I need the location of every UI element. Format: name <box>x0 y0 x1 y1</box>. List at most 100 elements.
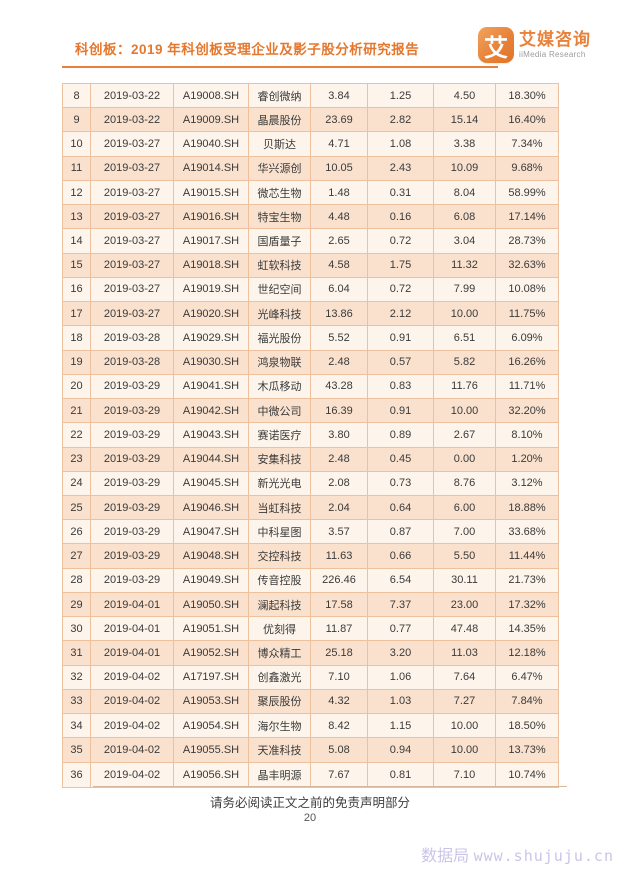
table-cell: A19042.SH <box>174 399 249 424</box>
table-cell: 26 <box>63 520 91 545</box>
table-row: 22 2019-03-29 A19043.SH 赛诺医疗 3.80 0.89 2.67 8.1… <box>63 423 558 448</box>
table-cell: 2.82 <box>368 108 434 133</box>
table-cell: 17.14% <box>496 205 558 230</box>
table-cell: 8.10% <box>496 423 558 448</box>
table-cell: 新光光电 <box>249 471 311 496</box>
table-cell: 睿创微纳 <box>249 84 311 109</box>
table-cell: A19008.SH <box>174 84 249 109</box>
table-cell: 当虹科技 <box>249 495 311 521</box>
table-cell: 2.48 <box>311 350 368 375</box>
table-cell: 11 <box>63 156 91 181</box>
table-cell: 21.73% <box>496 569 558 593</box>
table-cell: 0.89 <box>368 423 434 448</box>
table-cell: 5.52 <box>311 326 368 351</box>
table-cell: 3.38 <box>434 132 496 157</box>
table-row: 29 2019-04-01 A19050.SH 澜起科技 17.58 7.37 23.00 1… <box>63 592 558 618</box>
table-cell: 2019-03-29 <box>91 399 174 424</box>
table-cell: 27 <box>63 544 91 569</box>
table-cell: A19016.SH <box>174 205 249 230</box>
iimedia-logo-icon: 艾 <box>478 27 514 63</box>
table-cell: 9.68% <box>496 157 558 181</box>
table-cell: 7.00 <box>434 520 496 545</box>
table-cell: 博众精工 <box>249 641 311 666</box>
table-cell: 17.58 <box>311 592 368 618</box>
table-cell: 16.39 <box>311 399 368 424</box>
table-cell: 2019-04-02 <box>91 762 174 787</box>
table-cell: 3.04 <box>434 229 496 254</box>
table-cell: A19015.SH <box>174 180 249 206</box>
table-cell: 贝斯达 <box>249 132 311 157</box>
table-cell: 2019-04-02 <box>91 738 174 763</box>
table-cell: 8.42 <box>311 714 368 739</box>
table-cell: 聚辰股份 <box>249 689 311 715</box>
table-cell: 6.09% <box>496 326 558 351</box>
table-cell: 10.00 <box>434 399 496 424</box>
title-underline <box>62 66 498 68</box>
table-cell: 226.46 <box>311 568 368 593</box>
table-cell: 3.12% <box>496 472 558 496</box>
table-cell: 8.04 <box>434 180 496 206</box>
table-cell: 7.10 <box>311 665 368 690</box>
table-cell: A19014.SH <box>174 156 249 181</box>
table-cell: 晶晨股份 <box>249 108 311 133</box>
table-cell: 1.15 <box>368 714 434 739</box>
table-cell: 17.32% <box>496 593 558 618</box>
table-row: 25 2019-03-29 A19046.SH 当虹科技 2.04 0.64 6.00 18.… <box>63 495 558 521</box>
table-cell: 23 <box>63 447 91 472</box>
table-cell: 6.47% <box>496 666 558 690</box>
table-row: 30 2019-04-01 A19051.SH 优刻得 11.87 0.77 47.48 14… <box>63 617 558 642</box>
table-cell: 2.65 <box>311 229 368 254</box>
table-cell: 4.32 <box>311 689 368 715</box>
table-cell: 0.66 <box>368 544 434 569</box>
table-cell: A19043.SH <box>174 423 249 448</box>
table-cell: 6.08 <box>434 205 496 230</box>
table-cell: 21 <box>63 399 91 424</box>
brand-subtitle: iiMedia Research <box>519 50 586 59</box>
table-cell: 6.51 <box>434 326 496 351</box>
table-cell: A19017.SH <box>174 229 249 254</box>
table-cell: 16.40% <box>496 108 558 133</box>
table-cell: 0.57 <box>368 350 434 375</box>
table-cell: A19047.SH <box>174 520 249 545</box>
table-cell: 0.31 <box>368 180 434 206</box>
table-cell: 33 <box>63 689 91 715</box>
table-cell: 2.12 <box>368 302 434 327</box>
table-cell: 2.08 <box>311 471 368 496</box>
table-cell: 3.80 <box>311 423 368 448</box>
table-cell: 7.84% <box>496 690 558 715</box>
table-cell: 30.11 <box>434 568 496 593</box>
table-cell: 2019-03-27 <box>91 156 174 181</box>
table-cell: 10.74% <box>508 768 546 781</box>
table-cell: 5.50 <box>434 544 496 569</box>
table-cell: 木瓜移动 <box>249 374 311 400</box>
table-cell: 0.16 <box>368 205 434 230</box>
table-cell: 11.76 <box>434 374 496 400</box>
table-cell: 2019-03-22 <box>91 84 174 109</box>
table-row: 21 2019-03-29 A19042.SH 中微公司 16.39 0.91 10.00 3… <box>63 399 558 424</box>
table-cell: 34 <box>63 714 91 739</box>
table-cell: A19050.SH <box>174 592 249 618</box>
table-cell: 2019-03-27 <box>91 205 174 230</box>
table-cell: 虹软科技 <box>249 253 311 278</box>
table-cell: 15.14 <box>434 108 496 133</box>
table-cell: 10 <box>63 132 91 157</box>
footer-divider <box>93 786 567 787</box>
table-row: 27 2019-03-29 A19048.SH 交控科技 11.63 0.66 5.50 11… <box>63 544 558 569</box>
table-cell: 2019-04-01 <box>91 641 174 666</box>
table-row: 20 2019-03-29 A19041.SH 木瓜移动 43.28 0.83 11.76 1… <box>63 374 558 400</box>
table-cell: 2019-03-28 <box>91 350 174 375</box>
table-cell: 2019-03-29 <box>91 374 174 400</box>
table-cell: A19040.SH <box>174 132 249 157</box>
table-row: 33 2019-04-02 A19053.SH 聚辰股份 4.32 1.03 7.27 7.8… <box>63 689 558 715</box>
table-cell: 6.00 <box>434 495 496 521</box>
table-cell: A19045.SH <box>174 471 249 496</box>
table-cell: 11.87 <box>311 617 368 642</box>
table-cell: 2019-03-27 <box>91 253 174 278</box>
table-cell: 1.20% <box>496 448 558 472</box>
table-row: 24 2019-03-29 A19045.SH 新光光电 2.08 0.73 8.76 3.1… <box>63 471 558 496</box>
table-cell: A19009.SH <box>174 108 249 133</box>
table-cell: 2019-03-27 <box>91 229 174 254</box>
table-cell: 2019-04-02 <box>91 689 174 715</box>
table-cell: 0.77 <box>368 617 434 642</box>
table-cell: 11.75% <box>496 302 558 327</box>
